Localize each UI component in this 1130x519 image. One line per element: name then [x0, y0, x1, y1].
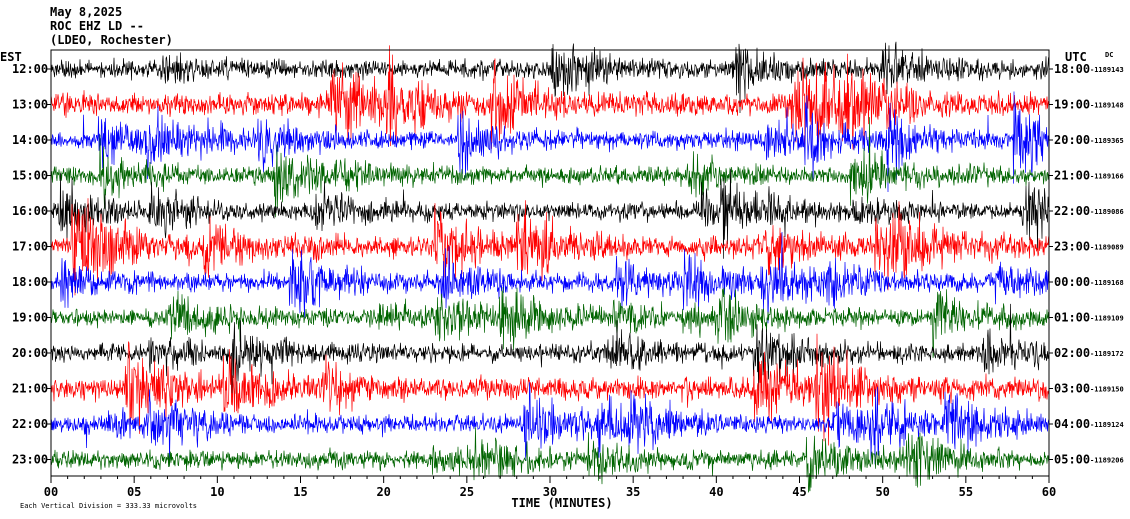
dc-offset-value: -1189124 — [1090, 421, 1124, 429]
trace-line — [50, 231, 1050, 324]
right-hour-label: 19:00 — [1054, 98, 1090, 112]
x-tick-label: 40 — [709, 485, 723, 499]
trace-line — [50, 287, 1050, 358]
x-tick-label: 60 — [1042, 485, 1056, 499]
left-hour-label: 20:00 — [12, 346, 48, 360]
left-hour-label: 13:00 — [12, 98, 48, 112]
x-tick-label: 30 — [543, 485, 557, 499]
x-tick-label: 45 — [792, 485, 806, 499]
dc-offset-value: -1189206 — [1090, 457, 1124, 465]
left-hour-label: 18:00 — [12, 275, 48, 289]
x-tick-label: 00 — [44, 485, 58, 499]
left-hour-label: 21:00 — [12, 382, 48, 396]
trace-line — [50, 382, 1050, 465]
dc-offset-value: -1189109 — [1090, 315, 1124, 323]
seismogram-traces — [50, 41, 1050, 493]
dc-offset-value: -1189166 — [1090, 173, 1124, 181]
right-hour-label: 21:00 — [1054, 169, 1090, 183]
left-hour-label: 23:00 — [12, 453, 48, 467]
left-hour-label: 14:00 — [12, 133, 48, 147]
right-hour-label: 04:00 — [1054, 417, 1090, 431]
right-hour-label: 23:00 — [1054, 240, 1090, 254]
right-hour-label: 20:00 — [1054, 133, 1090, 147]
left-hour-label: 12:00 — [12, 62, 48, 76]
trace-line — [50, 303, 1050, 398]
right-hour-label: 02:00 — [1054, 346, 1090, 360]
trace-line — [50, 427, 1050, 493]
dc-offset-value: -1189143 — [1090, 66, 1124, 74]
x-tick-label: 50 — [875, 485, 889, 499]
right-hour-label: 01:00 — [1054, 311, 1090, 325]
trace-line — [50, 198, 1050, 296]
right-hour-label: 03:00 — [1054, 382, 1090, 396]
trace-line — [50, 45, 1050, 150]
right-hour-label: 22:00 — [1054, 204, 1090, 218]
x-tick-label: 10 — [210, 485, 224, 499]
plot-frame — [47, 49, 1053, 483]
left-hour-label: 17:00 — [12, 240, 48, 254]
left-hour-label: 15:00 — [12, 169, 48, 183]
dc-offset-value: -1189148 — [1090, 102, 1124, 110]
scale-note: Each Vertical Division = 333.33 microvol… — [20, 502, 197, 510]
right-hour-label: 18:00 — [1054, 62, 1090, 76]
dc-offset-value: -1189172 — [1090, 350, 1124, 358]
x-tick-label: 05 — [127, 485, 141, 499]
station-location: (LDEO, Rochester) — [50, 33, 173, 47]
dc-offset-value: -1189365 — [1090, 137, 1124, 145]
x-axis-title: TIME (MINUTES) — [511, 496, 612, 510]
right-timezone-label: UTC — [1065, 50, 1087, 64]
x-tick-label: 25 — [460, 485, 474, 499]
trace-line — [50, 91, 1050, 193]
right-hour-label: 00:00 — [1054, 275, 1090, 289]
dc-offset-value: -1189089 — [1090, 244, 1124, 252]
left-hour-label: 22:00 — [12, 417, 48, 431]
dc-offset-value: -1189168 — [1090, 279, 1124, 287]
left-hour-label: 16:00 — [12, 204, 48, 218]
left-timezone-label: EST — [0, 50, 22, 64]
x-tick-label: 35 — [626, 485, 640, 499]
trace-line — [50, 169, 1050, 259]
recording-date: May 8,2025 — [50, 5, 123, 19]
dc-offset-header: DC — [1105, 51, 1113, 59]
x-tick-label: 15 — [293, 485, 307, 499]
station-code: ROC EHZ LD -- — [50, 19, 144, 33]
axis-labels: 00 05 10 15 20 25 30 35 40 45 50 55 60 EST UTC DC 12:00 1… — [0, 50, 1124, 510]
left-hour-label: 19:00 — [12, 311, 48, 325]
trace-line — [50, 41, 1050, 114]
dc-offset-value: -1189150 — [1090, 386, 1124, 394]
dc-offset-value: -1189086 — [1090, 208, 1124, 216]
trace-line — [50, 333, 1050, 446]
x-tick-label: 55 — [959, 485, 973, 499]
x-tick-label: 20 — [376, 485, 390, 499]
right-hour-label: 05:00 — [1054, 453, 1090, 467]
trace-line — [50, 117, 1050, 218]
